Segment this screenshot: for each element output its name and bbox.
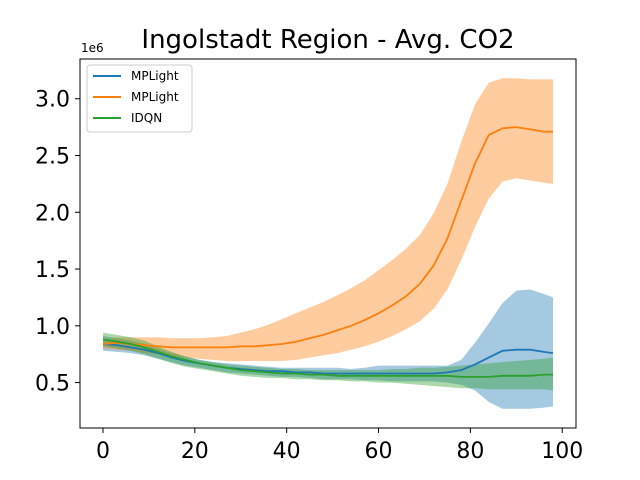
y-tick-label: 0.5 [35,372,70,397]
legend-label: MPLight [131,90,179,104]
line-series-2 [102,126,553,349]
chart-title: Ingolstadt Region - Avg. CO2 [141,25,514,55]
band-series-2 [103,78,553,362]
line-series-3 [102,338,553,378]
y-tick-label: 2.0 [35,201,70,226]
y-tick-label: 3.0 [35,88,70,113]
legend-label: IDQN [131,111,162,125]
legend-label: MPLight [131,69,179,83]
y-tick-label: 1.0 [35,315,70,340]
legend-box [86,64,193,133]
series-lines [102,126,554,378]
plot-frame [79,58,577,429]
x-axis: 0 20 40 60 80 100 [96,428,583,464]
y-axis-offset-label: 1e6 [81,41,104,55]
y-tick-label: 2.5 [35,145,70,170]
x-tick-label: 100 [541,439,583,464]
x-tick-label: 20 [181,439,209,464]
y-axis: 0.5 1.0 1.5 2.0 2.5 3.0 [35,88,80,397]
line-series-1 [102,343,554,375]
y-tick-label: 1.5 [35,258,70,283]
x-tick-label: 60 [365,439,393,464]
band-series-1 [103,289,553,409]
x-tick-label: 0 [96,439,110,464]
legend: MPLight MPLight IDQN [86,64,193,133]
x-tick-label: 80 [456,439,484,464]
x-tick-label: 40 [273,439,301,464]
